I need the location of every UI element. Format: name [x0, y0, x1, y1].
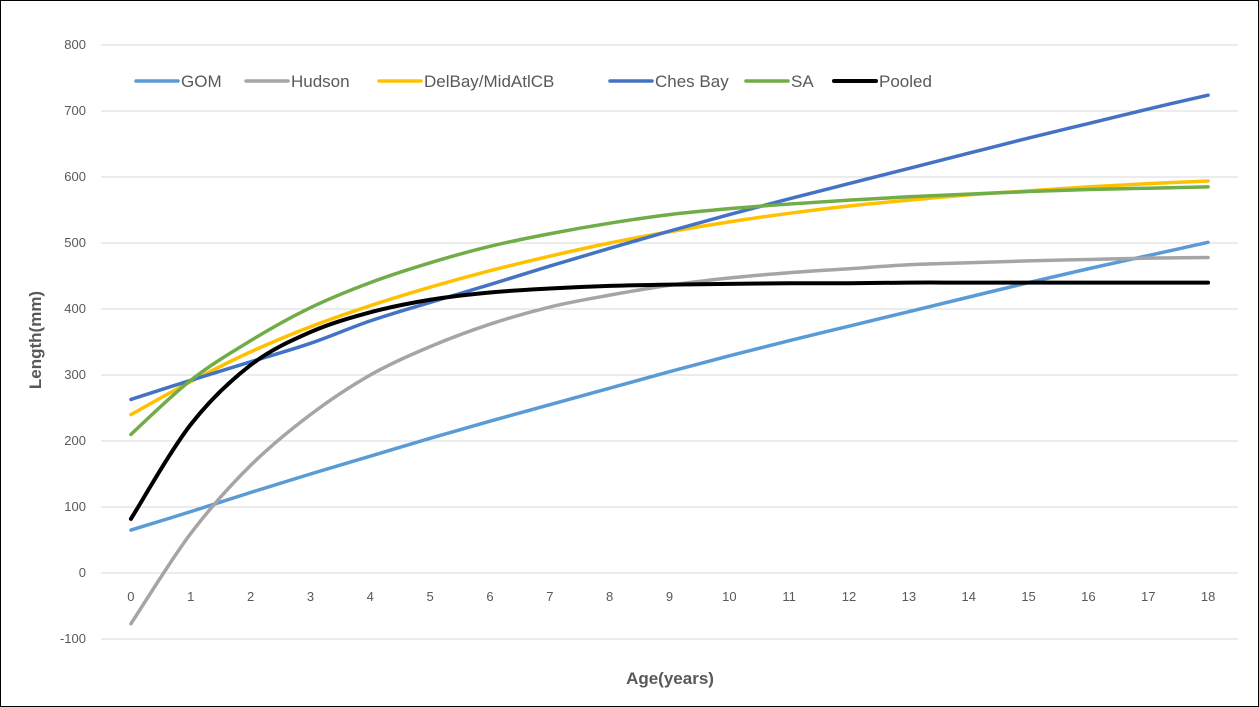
legend-label-pooled: Pooled	[879, 72, 932, 91]
y-tick-label: 800	[64, 37, 86, 52]
y-tick-label: 500	[64, 235, 86, 250]
legend-label-ches-bay: Ches Bay	[655, 72, 729, 91]
legend-label-hudson: Hudson	[291, 72, 350, 91]
x-tick-label: 13	[902, 589, 916, 604]
legend-label-sa: SA	[791, 72, 814, 91]
y-axis-title: Length(mm)	[26, 291, 45, 389]
x-tick-label: 18	[1201, 589, 1215, 604]
x-tick-label: 17	[1141, 589, 1155, 604]
x-tick-label: 11	[782, 589, 796, 604]
x-axis-title: Age(years)	[626, 669, 714, 688]
x-tick-label: 7	[546, 589, 553, 604]
gridlines	[101, 44, 1238, 640]
x-tick-label: 5	[427, 589, 434, 604]
x-tick-label: 2	[247, 589, 254, 604]
y-tick-label: 0	[79, 565, 86, 580]
series-line-hudson	[129, 255, 1210, 626]
x-tick-label: 12	[842, 589, 856, 604]
x-tick-label: 16	[1081, 589, 1095, 604]
y-tick-label: 600	[64, 169, 86, 184]
x-tick-label: 8	[606, 589, 613, 604]
y-tick-label: 400	[64, 301, 86, 316]
x-axis-ticks: 0 1 2 3 4 5 6 7 8 9 10 11 12 13 14 15 16 17 18	[127, 589, 1215, 604]
legend: GOM Hudson DelBay/MidAtlCB Ches Bay SA Pooled	[134, 72, 932, 91]
x-tick-label: 3	[307, 589, 314, 604]
series-line-sa	[129, 185, 1210, 437]
y-axis-ticks: -100 0 100 200 300 400 500 600 700 800	[60, 37, 86, 646]
y-tick-label: 200	[64, 433, 86, 448]
series-lines	[128, 93, 1211, 626]
y-tick-label: 300	[64, 367, 86, 382]
series-line-ches-bay	[129, 93, 1210, 402]
x-tick-label: 9	[666, 589, 673, 604]
x-tick-label: 14	[961, 589, 975, 604]
x-tick-label: 1	[187, 589, 194, 604]
y-tick-label: -100	[60, 631, 86, 646]
x-tick-label: 10	[722, 589, 736, 604]
y-tick-label: 100	[64, 499, 86, 514]
x-tick-label: 4	[367, 589, 374, 604]
legend-label-gom: GOM	[181, 72, 222, 91]
x-tick-label: 15	[1021, 589, 1035, 604]
x-tick-label: 6	[486, 589, 493, 604]
series-line-pooled	[128, 280, 1211, 521]
y-tick-label: 700	[64, 103, 86, 118]
legend-label-delbay-midatlcb: DelBay/MidAtlCB	[424, 72, 554, 91]
x-tick-label: 0	[127, 589, 134, 604]
